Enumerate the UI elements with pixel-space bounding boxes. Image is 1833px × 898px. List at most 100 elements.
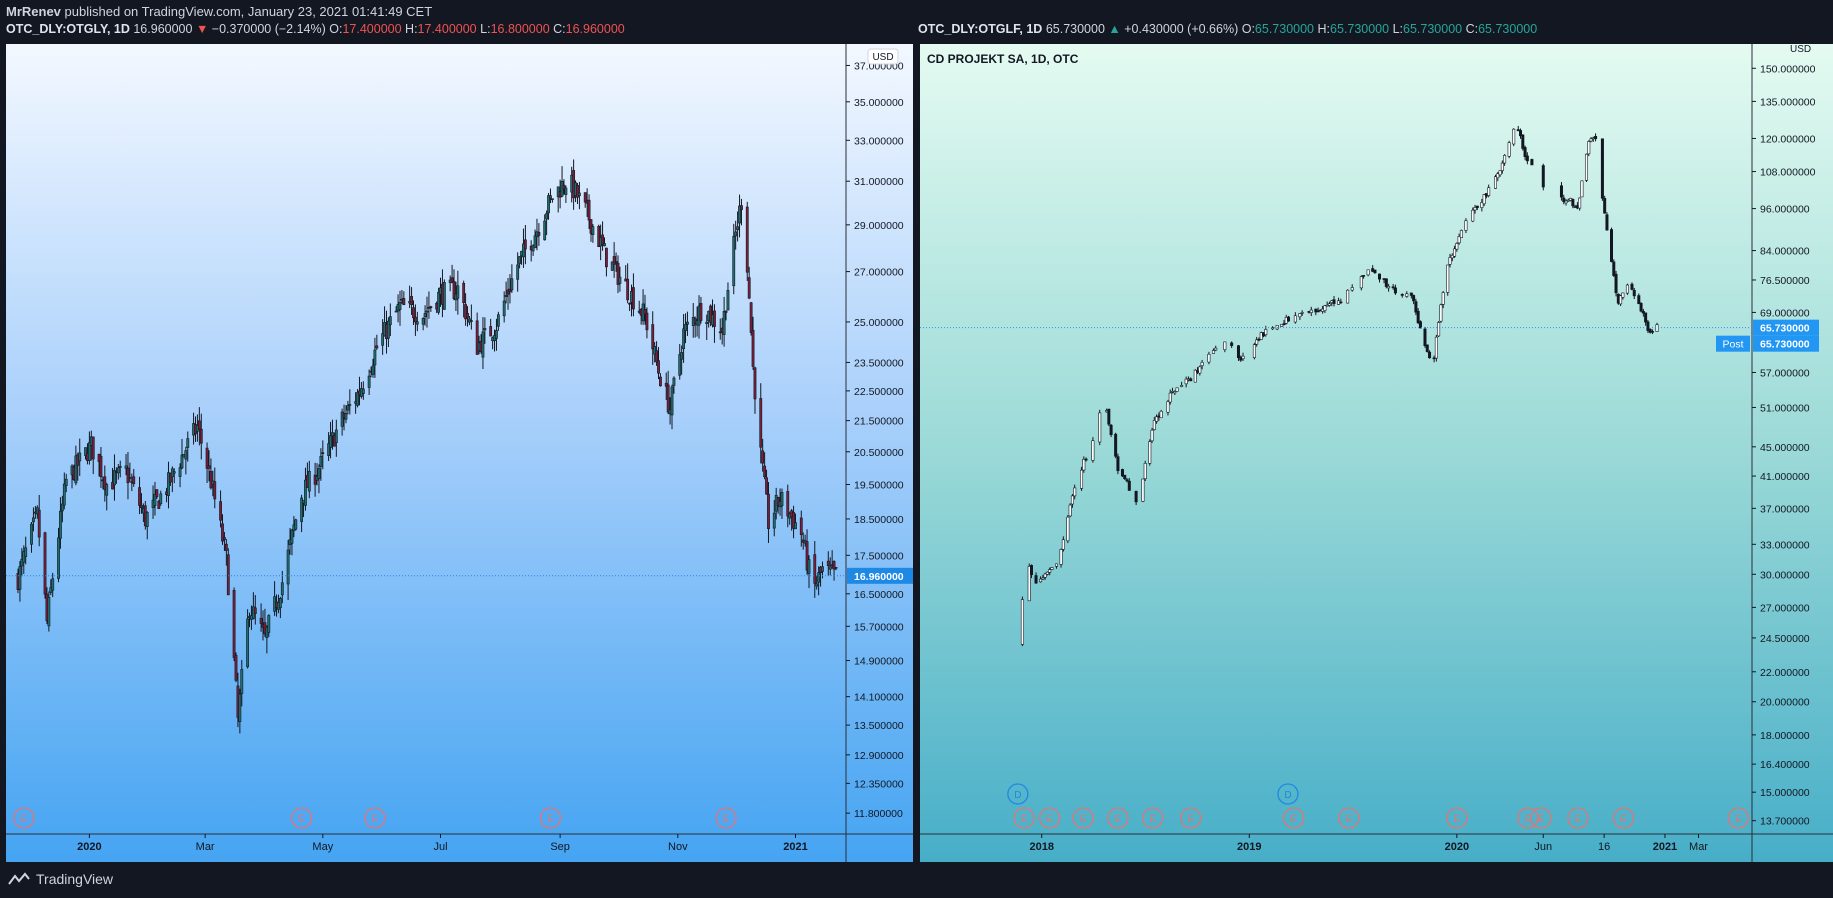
- earnings-marker[interactable]: E: [13, 807, 35, 829]
- earnings-marker[interactable]: E: [1567, 807, 1589, 829]
- candle: [1650, 329, 1654, 335]
- candle: [1120, 468, 1124, 478]
- earnings-marker[interactable]: E: [364, 807, 386, 829]
- candle: [1580, 180, 1584, 198]
- price-tick-label: 17.500000: [854, 550, 904, 562]
- dividend-marker[interactable]: D: [1277, 783, 1299, 805]
- time-tick-label: Sep: [550, 841, 570, 853]
- candle: [657, 347, 660, 380]
- tradingview-logo[interactable]: TradingView: [8, 871, 113, 887]
- price-tick-label: 20.000000: [1760, 697, 1810, 709]
- earnings-marker[interactable]: E: [1446, 807, 1468, 829]
- right-time-axis[interactable]: 2018 2019 2020 Jun 16 2021 Mar: [1029, 834, 1708, 853]
- earnings-marker[interactable]: E: [290, 807, 313, 829]
- candle: [278, 596, 282, 619]
- time-tick-label: 2018: [1029, 841, 1053, 853]
- candle: [1473, 204, 1477, 214]
- candle: [1498, 170, 1502, 177]
- candle: [1327, 301, 1331, 307]
- candle: [1464, 218, 1468, 234]
- candle: [425, 296, 429, 328]
- candle: [1434, 334, 1438, 362]
- svg-text:E: E: [20, 814, 27, 825]
- time-tick-label: 16: [1598, 841, 1610, 853]
- candle: [516, 252, 520, 292]
- price-tick-label: 21.500000: [854, 416, 904, 428]
- candle: [489, 318, 493, 337]
- candle: [765, 469, 768, 495]
- candle: [74, 445, 78, 486]
- right-chart[interactable]: CD PROJEKT SA, 1D, OTC USD 150.000000 135…: [920, 44, 1833, 862]
- candle: [799, 510, 803, 547]
- earnings-marker[interactable]: E: [715, 807, 737, 829]
- candle: [747, 266, 751, 300]
- earnings-marker[interactable]: E: [1141, 807, 1164, 829]
- earnings-marker[interactable]: E: [1180, 807, 1202, 829]
- right-high-label: H:: [1317, 22, 1331, 36]
- left-time-axis[interactable]: 2020 Mar May Jul Sep Nov 2021: [77, 834, 808, 853]
- earnings-marker[interactable]: E: [1612, 807, 1635, 829]
- left-currency-box[interactable]: [867, 48, 899, 65]
- svg-text:E: E: [1620, 814, 1627, 825]
- candle: [371, 358, 375, 378]
- post-market-price-badge: [1753, 335, 1819, 352]
- candle: [184, 446, 188, 475]
- earnings-marker[interactable]: E: [539, 807, 562, 829]
- left-close: 16.960000: [565, 22, 625, 36]
- candle: [1114, 432, 1118, 459]
- candle: [60, 495, 64, 523]
- earnings-marker[interactable]: E: [1013, 807, 1035, 829]
- candle: [462, 280, 466, 318]
- candle: [113, 454, 116, 501]
- candle: [356, 389, 359, 408]
- right-open: 65.730000: [1254, 22, 1315, 36]
- candle: [327, 432, 331, 461]
- candle: [1437, 320, 1441, 337]
- candle: [412, 300, 415, 325]
- candle: [1494, 174, 1498, 189]
- price-tick-label: 14.900000: [854, 656, 904, 668]
- candle: [1418, 320, 1422, 329]
- earnings-marker[interactable]: E: [1107, 807, 1129, 829]
- candle: [583, 192, 587, 208]
- earnings-marker[interactable]: E: [1517, 807, 1539, 829]
- candle: [597, 224, 601, 248]
- candle: [1507, 140, 1511, 159]
- candle: [223, 531, 226, 551]
- candle: [522, 228, 525, 268]
- candle: [197, 407, 201, 446]
- candle: [329, 421, 332, 459]
- candle: [1316, 307, 1320, 313]
- down-arrow-icon: ▼: [195, 22, 209, 36]
- price-tick-label: 16.500000: [854, 589, 904, 601]
- earnings-marker[interactable]: E: [1727, 807, 1749, 829]
- candle: [124, 454, 128, 476]
- left-price-axis[interactable]: 37.00000035.00000033.00000031.00000029.0…: [846, 60, 904, 820]
- candle: [348, 389, 352, 415]
- left-chart[interactable]: 37.00000035.00000033.00000031.00000029.0…: [6, 44, 913, 862]
- svg-text:E: E: [1115, 814, 1122, 825]
- earnings-marker[interactable]: E: [1072, 807, 1094, 829]
- candle: [1648, 328, 1652, 334]
- candle: [1632, 287, 1636, 300]
- earnings-marker[interactable]: E: [1338, 807, 1360, 829]
- candle: [751, 316, 755, 370]
- dividend-marker[interactable]: D: [1007, 783, 1029, 805]
- right-symbol[interactable]: OTC_DLY:OTGLF, 1D: [918, 22, 1043, 36]
- left-low-label: L:: [480, 22, 491, 36]
- earnings-marker[interactable]: E: [1039, 807, 1061, 829]
- candle: [826, 551, 830, 576]
- earnings-marker[interactable]: E: [1530, 807, 1552, 829]
- candle: [813, 541, 817, 598]
- earnings-marker[interactable]: E: [1282, 807, 1305, 829]
- candle: [221, 514, 224, 545]
- candle: [1223, 341, 1227, 353]
- candle: [334, 419, 338, 457]
- author-name[interactable]: MrRenev: [6, 4, 61, 19]
- candle: [1519, 128, 1523, 139]
- candle: [670, 384, 674, 430]
- candle: [1423, 326, 1427, 348]
- left-symbol[interactable]: OTC_DLY:OTGLY, 1D: [6, 22, 130, 36]
- right-price-axis[interactable]: 150.000000 135.000000 120.000000 108.000000…: [1752, 63, 1816, 828]
- candle: [832, 560, 836, 581]
